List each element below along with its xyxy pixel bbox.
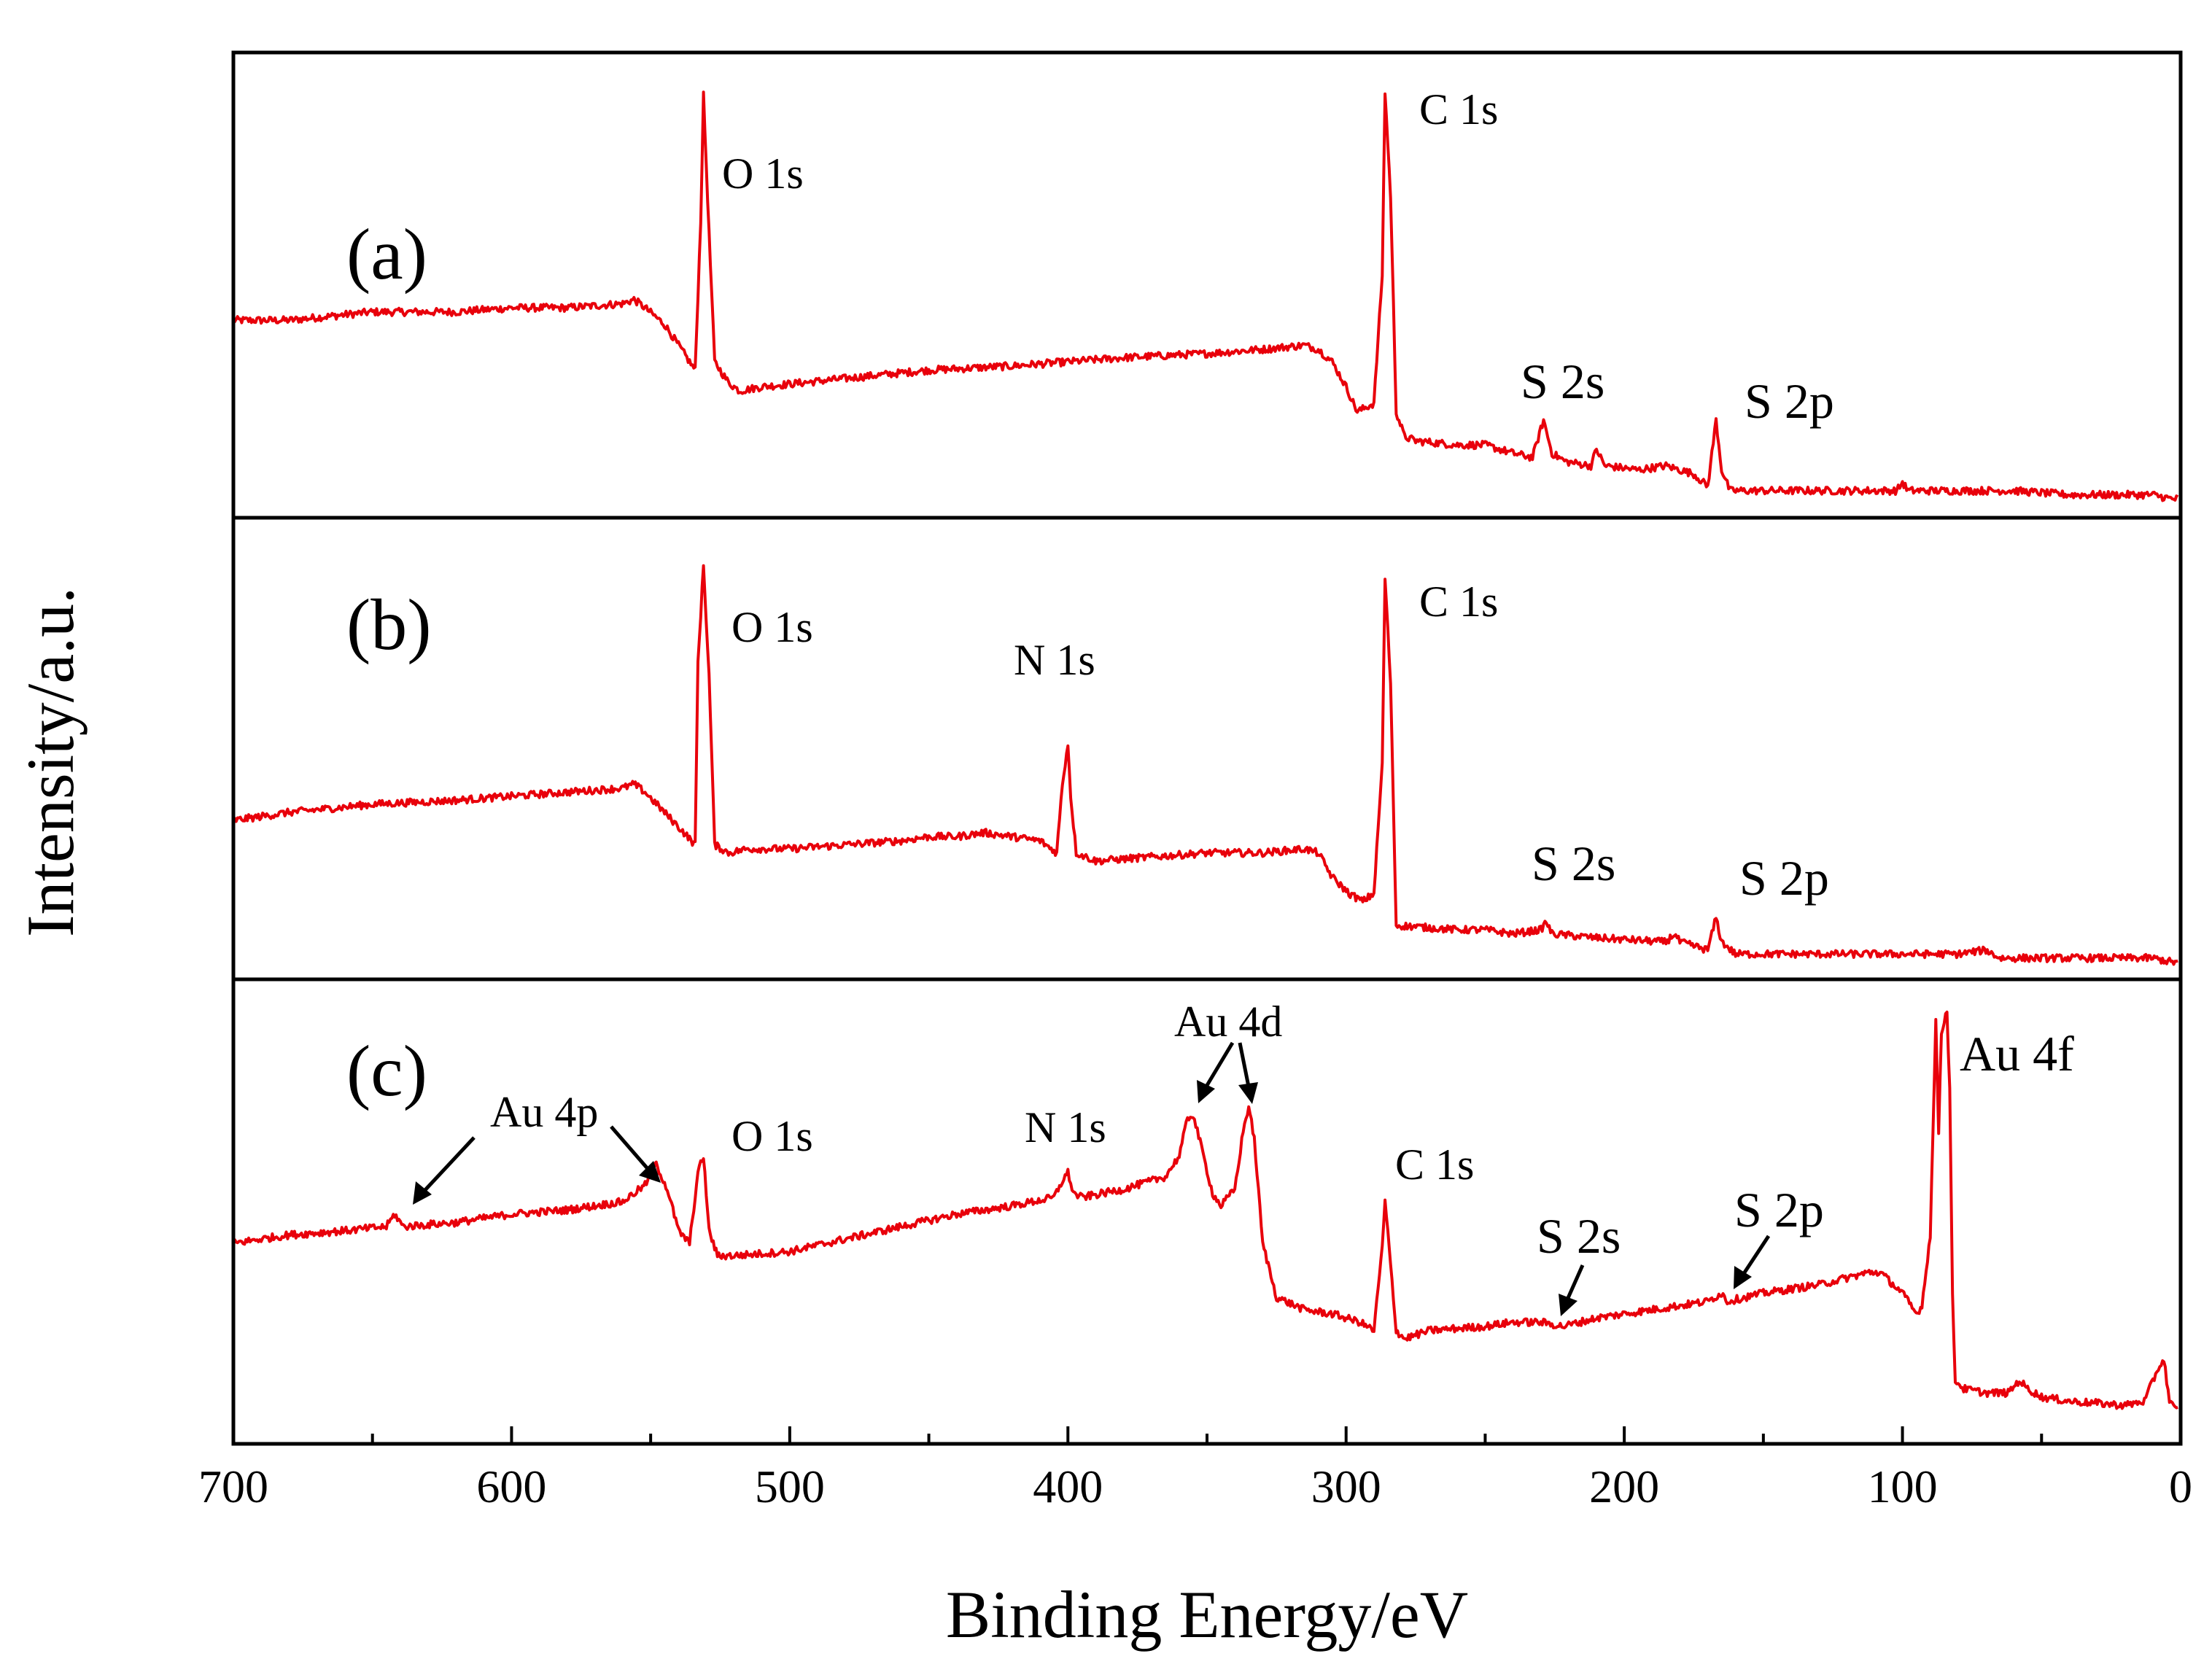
x-tick-label: 500	[755, 1461, 825, 1512]
peak-label-a-s2p: S 2p	[1745, 373, 1834, 429]
peak-label-b-c1s: C 1s	[1419, 578, 1498, 626]
peak-label-a-o1s: O 1s	[722, 149, 804, 198]
peak-label-c-au4p: Au 4p	[490, 1088, 598, 1136]
panel-label-b: (b)	[346, 584, 432, 665]
peak-label-c-s2s: S 2s	[1537, 1208, 1621, 1264]
x-tick-label: 600	[476, 1461, 546, 1512]
peak-label-b-s2p: S 2p	[1739, 850, 1829, 906]
x-axis-ticks: 700 600 500 400 300 200 100 0	[198, 1426, 2192, 1512]
x-tick-label: 0	[2169, 1461, 2192, 1512]
peak-label-c-s2p: S 2p	[1734, 1182, 1824, 1237]
peak-label-c-o1s: O 1s	[731, 1112, 813, 1160]
y-axis-title: Intensity/a.u.	[13, 587, 88, 937]
peak-label-b-n1s: N 1s	[1014, 636, 1095, 684]
x-tick-label: 700	[198, 1461, 268, 1512]
peak-label-c-n1s: N 1s	[1025, 1103, 1106, 1151]
peak-label-c-au4f: Au 4f	[1960, 1026, 2074, 1081]
spectrum-line-b	[233, 564, 2178, 966]
spectra-series	[232, 90, 2179, 1410]
x-tick-label: 200	[1589, 1461, 1659, 1512]
plot-frame	[231, 50, 2183, 1446]
arrow-au4d-right	[1238, 1042, 1258, 1104]
panel-label-a: (a)	[346, 214, 427, 295]
peak-label-c-au4d: Au 4d	[1174, 998, 1282, 1046]
x-axis-title: Binding Energy/eV	[946, 1577, 1468, 1652]
x-tick-label: 100	[1868, 1461, 1938, 1512]
arrow-au4p-left	[413, 1136, 476, 1205]
panel-label-c: (c)	[346, 1030, 427, 1111]
x-tick-label: 400	[1033, 1461, 1103, 1512]
peak-label-a-c1s: C 1s	[1419, 85, 1498, 133]
peak-label-b-o1s: O 1s	[731, 603, 813, 651]
arrow-s2s	[1559, 1264, 1585, 1316]
x-tick-label: 300	[1311, 1461, 1381, 1512]
spectrum-line-c	[232, 1010, 2178, 1410]
arrow-au4d-left	[1197, 1041, 1235, 1103]
spectrum-line-a	[232, 90, 2179, 502]
peak-label-a-s2s: S 2s	[1521, 354, 1604, 409]
arrow-au4p-right	[610, 1125, 661, 1183]
peak-label-c-c1s: C 1s	[1395, 1140, 1474, 1189]
arrow-s2p	[1734, 1235, 1771, 1289]
peak-label-b-s2s: S 2s	[1532, 836, 1615, 891]
